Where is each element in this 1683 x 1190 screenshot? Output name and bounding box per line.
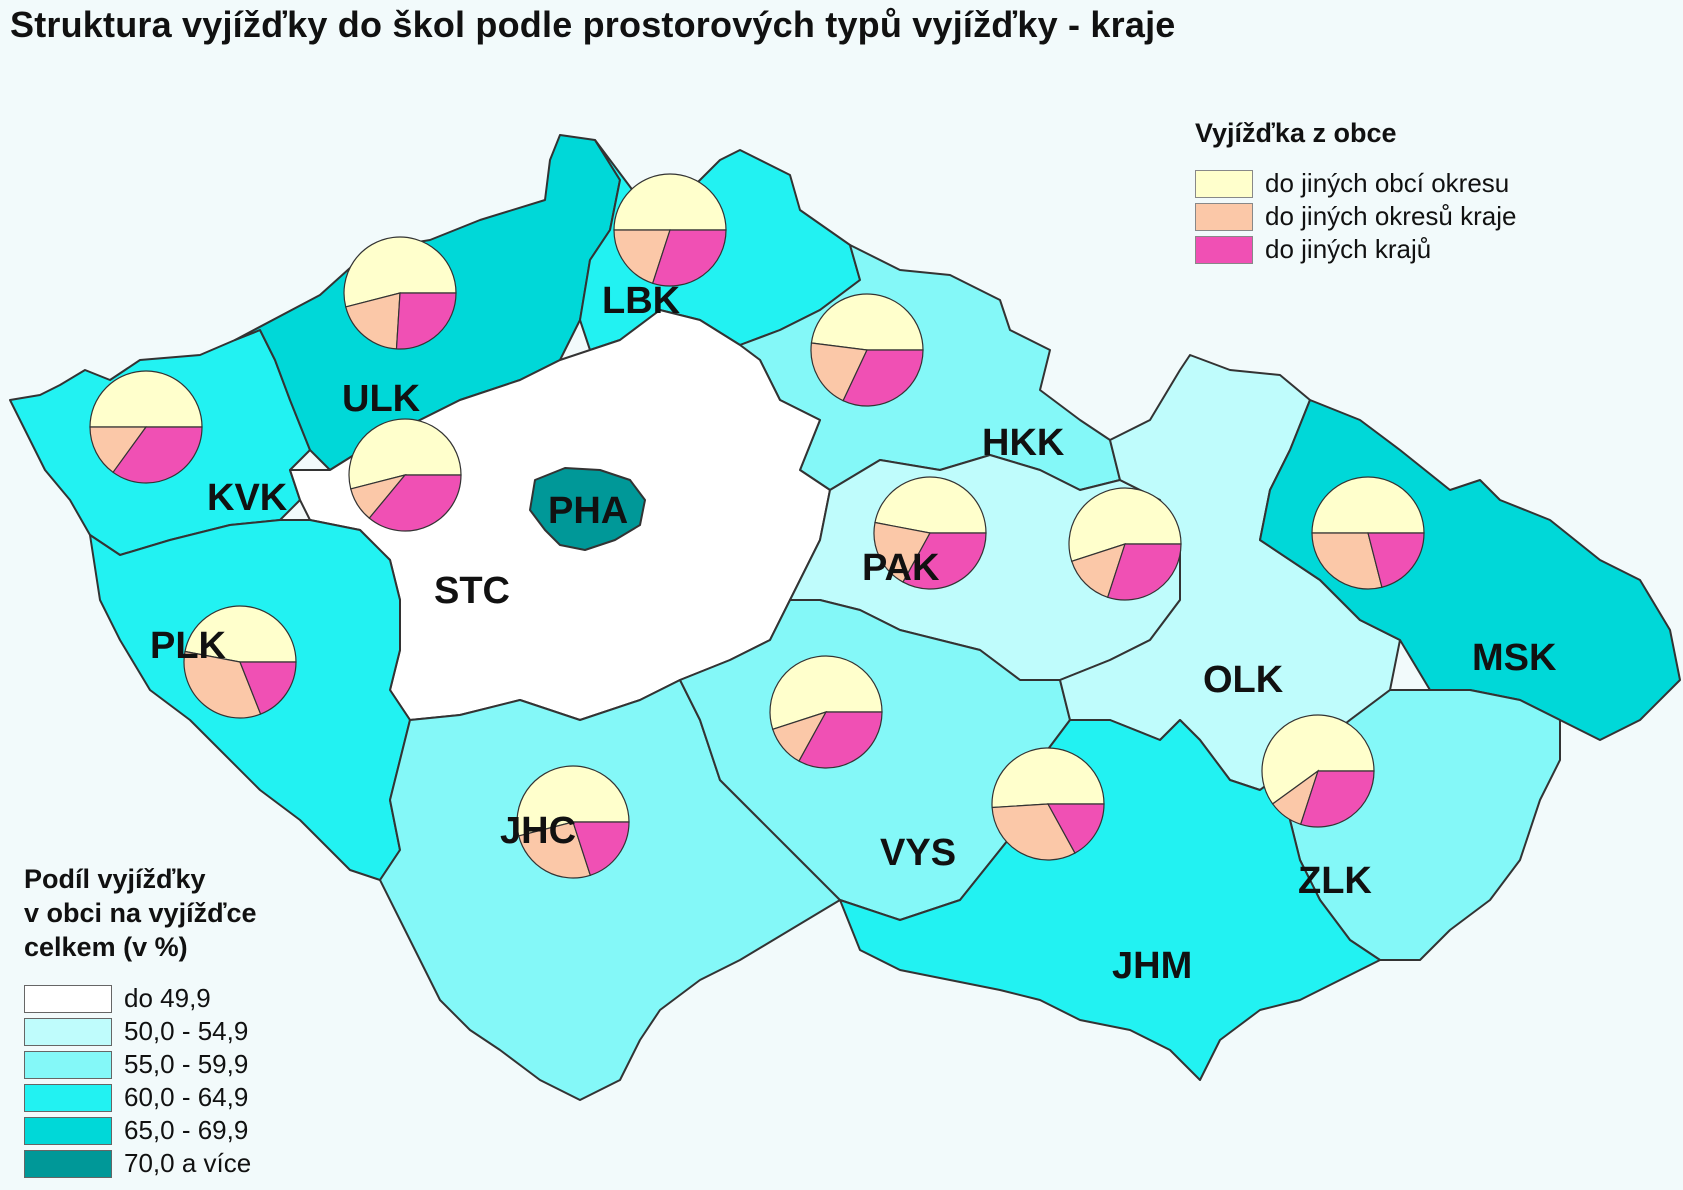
choropleth-legend-item: 70,0 a více bbox=[24, 1147, 257, 1180]
label-hkk: HKK bbox=[982, 422, 1065, 464]
label-jhc: JHC bbox=[500, 810, 576, 852]
pie-vys bbox=[769, 655, 883, 769]
pie-legend: Vyjížďka z obce do jiných obcí okresu do… bbox=[1195, 118, 1516, 266]
pie-slice-zlk-0 bbox=[1261, 714, 1375, 805]
pie-slice-kvk-1 bbox=[89, 426, 148, 474]
swatch-other-region bbox=[1195, 235, 1253, 264]
pie-legend-title: Vyjížďka z obce bbox=[1195, 118, 1397, 148]
pie-slice-jhc-2 bbox=[572, 821, 630, 877]
pie-slice-jhc-1 bbox=[518, 821, 592, 879]
pie-ulk bbox=[343, 236, 457, 350]
choropleth-legend-item: 50,0 - 54,9 bbox=[24, 1015, 257, 1048]
pie-slice-pak-1 bbox=[873, 521, 931, 583]
choropleth-legend-item: 60,0 - 64,9 bbox=[24, 1081, 257, 1114]
region-jhm[interactable] bbox=[839, 719, 1381, 1081]
pie-slice-stc-0 bbox=[348, 418, 462, 490]
label-vys: VYS bbox=[880, 832, 956, 874]
class-swatch-0 bbox=[24, 984, 112, 1013]
class-label: do 49,9 bbox=[124, 983, 211, 1013]
pie-slice-lbk-0 bbox=[613, 173, 727, 231]
class-label: 70,0 a více bbox=[124, 1148, 252, 1178]
choropleth-legend-item: do 49,9 bbox=[24, 982, 257, 1015]
pie-jhc bbox=[516, 765, 630, 879]
pie-slice-zlk-2 bbox=[1299, 770, 1375, 828]
label-pha: PHA bbox=[548, 490, 628, 532]
pie-slice-pak-2 bbox=[902, 532, 987, 590]
choropleth-legend: Podíl vyjížďky v obci na vyjížďce celkem… bbox=[24, 862, 257, 1180]
class-label: 65,0 - 69,9 bbox=[124, 1115, 249, 1145]
label-plk: PLK bbox=[150, 625, 227, 667]
pie-slice-hkk-0 bbox=[810, 293, 924, 351]
pie-jhm bbox=[991, 747, 1105, 861]
pie-slice-lbk-1 bbox=[613, 229, 671, 285]
pie-slice-vys-0 bbox=[769, 655, 883, 731]
pie-slice-olk-2 bbox=[1106, 543, 1182, 601]
label-lbk: LBK bbox=[602, 280, 681, 322]
label-pak: PAK bbox=[862, 547, 940, 589]
pie-kvk bbox=[89, 370, 203, 484]
class-swatch-3 bbox=[24, 1083, 112, 1112]
pie-slice-lbk-2 bbox=[651, 229, 727, 287]
region-pha[interactable] bbox=[529, 467, 646, 551]
swatch-other-district bbox=[1195, 202, 1253, 231]
pie-slice-hkk-2 bbox=[842, 349, 924, 407]
pie-slice-jhc-0 bbox=[516, 765, 630, 837]
pie-slice-stc-2 bbox=[368, 474, 462, 532]
label-msk: MSK bbox=[1472, 637, 1557, 679]
class-label: 60,0 - 64,9 bbox=[124, 1082, 249, 1112]
choropleth-legend-title: Podíl vyjížďky v obci na vyjížďce celkem… bbox=[24, 864, 257, 962]
label-kvk: KVK bbox=[207, 477, 288, 519]
label-stc: STC bbox=[434, 570, 510, 612]
class-label: 55,0 - 59,9 bbox=[124, 1049, 249, 1079]
label-ulk: ULK bbox=[342, 378, 421, 420]
label-jhm: JHM bbox=[1112, 945, 1192, 987]
pie-stc bbox=[348, 418, 462, 532]
pie-slice-msk-1 bbox=[1311, 532, 1383, 590]
pie-lbk bbox=[613, 173, 727, 287]
pie-slice-plk-0 bbox=[184, 605, 297, 663]
class-swatch-4 bbox=[24, 1116, 112, 1145]
pie-legend-label: do jiných krajů bbox=[1265, 234, 1432, 264]
pie-legend-label: do jiných okresů kraje bbox=[1265, 201, 1517, 231]
pie-slice-jhm-0 bbox=[991, 747, 1105, 809]
pie-slice-hkk-1 bbox=[810, 342, 868, 402]
pie-zlk bbox=[1261, 714, 1375, 828]
label-olk: OLK bbox=[1203, 659, 1284, 701]
pie-slice-ulk-1 bbox=[345, 292, 401, 350]
class-swatch-2 bbox=[24, 1050, 112, 1079]
pie-slice-plk-1 bbox=[183, 650, 262, 719]
pie-slice-olk-0 bbox=[1068, 487, 1182, 563]
pie-olk bbox=[1068, 487, 1182, 601]
pie-pak bbox=[873, 476, 987, 590]
pie-legend-item: do jiných obcí okresu bbox=[1195, 167, 1516, 200]
pie-slice-kvk-0 bbox=[89, 370, 203, 428]
choropleth-legend-item: 55,0 - 59,9 bbox=[24, 1048, 257, 1081]
pie-legend-item: do jiných okresů kraje bbox=[1195, 200, 1516, 233]
choropleth-legend-item: 65,0 - 69,9 bbox=[24, 1114, 257, 1147]
map-title: Struktura vyjížďky do škol podle prostor… bbox=[10, 4, 1176, 45]
pie-slice-plk-2 bbox=[239, 661, 297, 715]
pie-slice-vys-2 bbox=[798, 711, 883, 769]
swatch-other-municipality bbox=[1195, 169, 1253, 198]
pie-slice-jhm-2 bbox=[1046, 803, 1105, 854]
class-swatch-1 bbox=[24, 1017, 112, 1046]
pie-legend-item: do jiných krajů bbox=[1195, 233, 1516, 266]
pie-slice-msk-0 bbox=[1311, 476, 1425, 534]
pie-slice-ulk-2 bbox=[395, 292, 457, 350]
label-zlk: ZLK bbox=[1298, 860, 1372, 902]
pie-slice-msk-2 bbox=[1367, 532, 1425, 588]
pie-hkk bbox=[810, 293, 924, 407]
pie-slice-pak-0 bbox=[874, 476, 987, 534]
pie-msk bbox=[1311, 476, 1425, 590]
pie-slice-ulk-0 bbox=[343, 236, 457, 308]
class-label: 50,0 - 54,9 bbox=[124, 1016, 249, 1046]
pie-slice-jhm-1 bbox=[991, 803, 1076, 861]
pie-plk bbox=[183, 605, 297, 719]
pie-slice-kvk-2 bbox=[112, 426, 203, 484]
class-swatch-5 bbox=[24, 1149, 112, 1178]
pie-legend-label: do jiných obcí okresu bbox=[1265, 168, 1510, 198]
